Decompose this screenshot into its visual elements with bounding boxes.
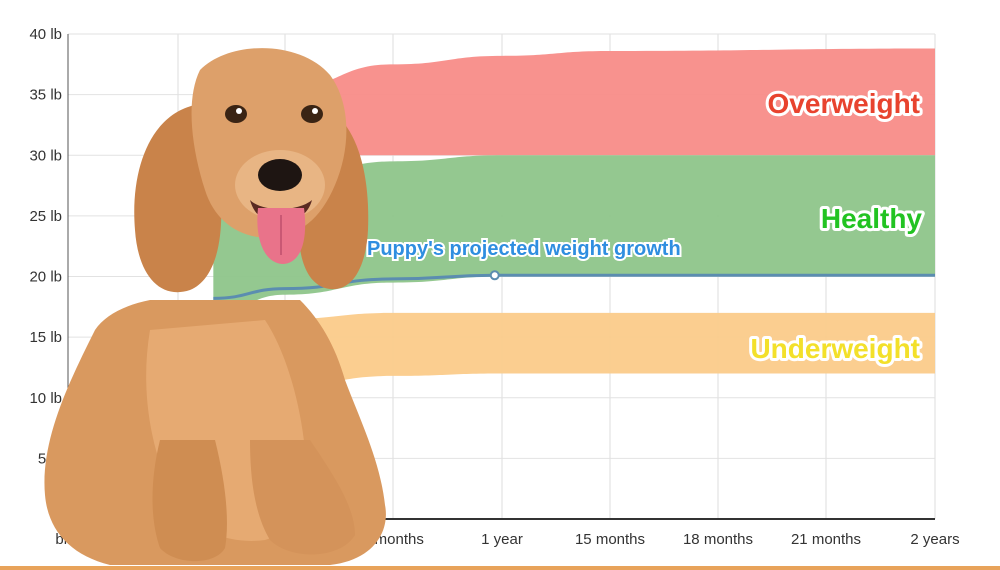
x-tick-3: 1 year <box>481 531 523 548</box>
y-tick-8: 40 lb <box>29 26 62 43</box>
x-tick-6: 21 months <box>791 531 861 548</box>
puppy-leg-left <box>152 440 227 562</box>
puppy-eye-right <box>301 105 323 123</box>
projection-line <box>213 273 935 300</box>
overweight-label: Overweight <box>768 88 920 119</box>
chart-bands <box>213 48 936 398</box>
x-tick-7: 2 years <box>910 531 959 548</box>
x-tick-4: 15 months <box>575 531 645 548</box>
healthy-label: Healthy <box>821 203 923 234</box>
band-healthy <box>213 155 936 313</box>
y-tick-7: 35 lb <box>29 87 62 104</box>
underweight-label: Underweight <box>750 333 920 364</box>
puppy-eye-left <box>225 105 247 123</box>
puppy-leg-right <box>250 440 355 555</box>
band-overweight <box>213 48 936 156</box>
y-tick-5: 25 lb <box>29 208 62 225</box>
y-tick-3: 15 lb <box>29 329 62 346</box>
band-underweight <box>213 312 936 398</box>
puppy-photo <box>44 48 386 565</box>
projection-series <box>213 270 935 300</box>
bottom-border <box>0 566 1000 570</box>
y-tick-4: 20 lb <box>29 269 62 286</box>
puppy-nose <box>258 159 302 191</box>
y-tick-6: 30 lb <box>29 147 62 164</box>
x-tick-5: 18 months <box>683 531 753 548</box>
projection-marker <box>489 270 500 281</box>
projection-label: Puppy's projected weight growth <box>367 238 681 260</box>
y-tick-2: 10 lb <box>29 390 62 407</box>
